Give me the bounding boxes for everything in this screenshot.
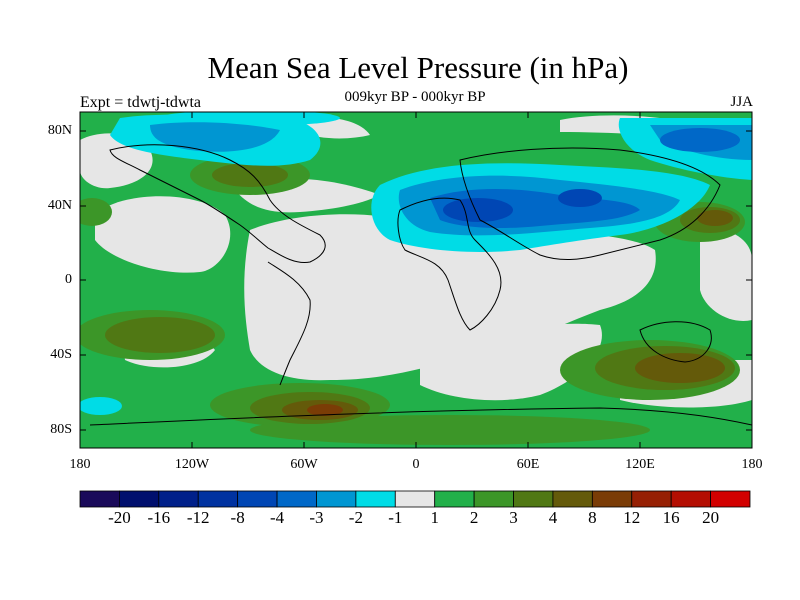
- colorbar-swatch: [237, 490, 278, 508]
- colorbar-label: 4: [548, 508, 558, 527]
- colorbar-swatch: [434, 490, 475, 508]
- x-tick-label: 180: [741, 457, 763, 472]
- colorbar-label: 3: [509, 508, 518, 527]
- pressure-field: [80, 112, 752, 448]
- colorbar-label: 16: [662, 508, 680, 527]
- colorbar-label: -12: [186, 508, 210, 527]
- x-tick-label: 0: [412, 457, 420, 472]
- colorbar-label: -16: [147, 508, 171, 527]
- coastlines: [89, 144, 752, 426]
- colorbar-swatch: [276, 490, 317, 508]
- colorbar-label: -3: [309, 508, 324, 527]
- experiment-label: Expt = tdwtj-tdwta: [80, 94, 202, 111]
- colorbar-swatch: [394, 490, 436, 508]
- colorbar-label: 1: [430, 508, 439, 527]
- y-tick-label: 0: [65, 272, 72, 287]
- colorbar-swatch: [591, 490, 633, 508]
- colorbar-label: -8: [230, 508, 245, 527]
- colorbar-swatch: [197, 490, 239, 508]
- colorbar-swatch: [552, 490, 593, 508]
- colorbar-label: -1: [388, 508, 403, 527]
- colorbar-swatch: [631, 490, 672, 508]
- colorbar-label: -2: [348, 508, 363, 527]
- map-title: Mean Sea Level Pressure (in hPa): [207, 50, 629, 85]
- colorbar-swatch: [513, 490, 554, 508]
- map-subtitle: 009kyr BP - 000kyr BP: [344, 89, 486, 105]
- x-tick-label: 60E: [516, 457, 540, 472]
- colorbar-swatch: [158, 490, 199, 508]
- colorbar-swatch: [119, 490, 160, 508]
- colorbar-label: 20: [702, 508, 720, 527]
- colorbar-label: 8: [588, 508, 597, 527]
- colorbar-swatch: [316, 490, 357, 508]
- axis-ticks: [80, 112, 752, 448]
- colorbar-swatch: [710, 490, 751, 508]
- x-tick-label: 120W: [174, 457, 210, 472]
- colorbar: [79, 490, 751, 508]
- y-tick-label: 40S: [50, 347, 72, 362]
- colorbar-label: -20: [108, 508, 131, 527]
- x-tick-label: 120E: [625, 457, 655, 472]
- season-label: JJA: [730, 94, 753, 110]
- colorbar-swatch: [473, 490, 514, 508]
- colorbar-label: 2: [469, 508, 479, 527]
- negative-anomalies-4: [443, 189, 602, 222]
- colorbar-swatch: [670, 490, 711, 508]
- positive-anomalies-12: [307, 404, 343, 416]
- colorbar-label: -4: [269, 508, 285, 527]
- colorbar-swatch: [355, 490, 396, 508]
- x-tick-label: 180: [69, 457, 91, 472]
- colorbar-swatch: [79, 490, 120, 508]
- y-tick-label: 80S: [50, 422, 72, 437]
- y-tick-label: 80N: [47, 123, 72, 138]
- y-tick-label: 40N: [47, 198, 72, 213]
- x-tick-label: 60W: [290, 457, 318, 472]
- colorbar-label: 12: [623, 508, 641, 527]
